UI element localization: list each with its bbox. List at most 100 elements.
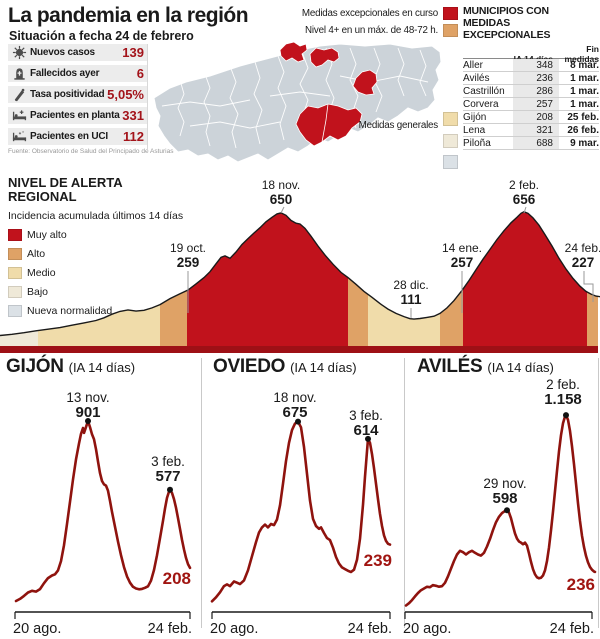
annotation-date: 18 nov.: [262, 178, 300, 192]
legend-general-swatch-medio: [443, 112, 458, 126]
cell-fin: 26 feb.: [567, 124, 599, 136]
stat-label: Pacientes en planta: [30, 110, 120, 121]
city-subtitle: (IA 14 días): [487, 360, 554, 375]
legend-general-swatch-nueva: [443, 155, 458, 169]
municipalities-table: IA 14 días Fin medidas Aller 348 8 mar. Av…: [463, 44, 599, 150]
peak-dot: [295, 418, 301, 425]
legend-label: Nueva normalidad: [27, 304, 113, 317]
swatch-bajo: [8, 285, 22, 298]
stat-row-uci: Pacientes en UCI 112: [8, 128, 148, 145]
legend-label: Bajo: [27, 285, 49, 298]
band-muy_alto: [187, 211, 348, 346]
peak-value: 1.158: [544, 391, 582, 408]
test-tube-icon: [8, 87, 30, 102]
peak-dot: [563, 412, 569, 419]
municipality-pilona: [352, 69, 378, 96]
annotation-value: 656: [513, 192, 536, 207]
peak-date: 3 feb.: [151, 454, 185, 469]
peak-date: 2 feb.: [546, 377, 580, 392]
chart-title-gijon: GIJÓN (IA 14 días): [6, 356, 135, 378]
axis-label-end: 24 feb.: [550, 621, 594, 637]
stat-row-planta: Pacientes en planta 331: [8, 107, 148, 124]
axis-label-start: 20 ago.: [13, 621, 61, 637]
table-row: Piloña 688 9 mar.: [463, 137, 599, 150]
axis-label-end: 24 feb.: [148, 621, 192, 637]
legend-item-medio: Medio: [8, 266, 112, 279]
aviles-latest-value: 236: [567, 575, 595, 594]
legend-level4-label: Nivel 4+ en un máx. de 48-72 h.: [305, 25, 438, 36]
legend-label: Muy alto: [27, 228, 67, 241]
city-subtitle: (IA 14 días): [290, 360, 357, 375]
peak-dot: [504, 507, 510, 514]
gijon-latest-value: 208: [163, 569, 191, 588]
annotation-tick: [280, 206, 285, 214]
annotation-tick: [523, 206, 527, 214]
axis-label-start: 20 ago.: [403, 621, 451, 637]
cell-name: Avilés: [463, 72, 490, 84]
city-name: OVIEDO: [213, 356, 286, 377]
city-name: AVILÉS: [417, 356, 483, 377]
cell-name: Castrillón: [463, 85, 505, 97]
peak-dot: [167, 486, 173, 493]
hospital-bed-icon: [8, 108, 30, 123]
stat-row-positividad: Tasa positividad 5,05%: [8, 86, 148, 103]
table-title: MUNICIPIOS CON MEDIDAS EXCEPCIONALES: [463, 5, 551, 42]
municipality-aviles-cluster: [279, 41, 308, 63]
regional-subtitle: Incidencia acumulada últimos 14 días: [8, 210, 184, 222]
stat-row-fallecidos: Fallecidos ayer 6: [8, 65, 148, 82]
legend-label: Medio: [27, 266, 56, 279]
stat-value: 5,05%: [107, 87, 144, 102]
peak-date: 29 nov.: [483, 476, 526, 491]
annotation-value: 650: [270, 192, 293, 207]
annotation-tick: [583, 271, 594, 302]
vertical-divider: [147, 44, 148, 152]
axis-label-start: 20 ago.: [210, 621, 258, 637]
stat-label: Tasa positividad: [30, 89, 105, 100]
oviedo-series-line: [210, 420, 392, 603]
legend-item-nueva-normalidad: Nueva normalidad: [8, 304, 112, 317]
virus-icon: [8, 45, 30, 60]
peak-value: 614: [353, 422, 379, 439]
lena-aller-border: [321, 103, 329, 143]
stat-label: Nuevos casos: [30, 47, 95, 58]
stats-panel: Nuevos casos 139 Fallecidos ayer 6 Tasa …: [8, 44, 148, 145]
stat-label: Fallecidos ayer: [30, 68, 100, 79]
annotation-date: 24 feb.: [565, 241, 600, 255]
legend-general-label: Medidas generales: [358, 120, 439, 131]
legend-level4-swatch: [443, 24, 458, 37]
table-header: IA 14 días Fin medidas: [463, 44, 599, 64]
cell-name: Aller: [463, 59, 484, 71]
table-row: Lena 321 26 feb.: [463, 124, 599, 137]
cell-ia: 208: [513, 111, 559, 123]
legend-item-bajo: Bajo: [8, 285, 112, 298]
cell-fin: 1 mar.: [570, 98, 599, 110]
municipality-gijon: [309, 47, 340, 68]
cell-ia: 321: [513, 124, 559, 136]
annotation-value: 257: [451, 255, 474, 270]
chart-title-oviedo: OVIEDO (IA 14 días): [213, 356, 357, 378]
cell-name: Piloña: [463, 137, 491, 149]
peak-value: 675: [282, 404, 307, 421]
swatch-alto: [8, 247, 22, 260]
swatch-nueva-normalidad: [8, 304, 22, 317]
cell-name: Lena: [463, 124, 486, 136]
table-row: Corvera 257 1 mar.: [463, 98, 599, 111]
annotation-date: 28 dic.: [393, 278, 428, 292]
regional-title-line1: NIVEL DE ALERTA: [8, 175, 123, 190]
peak-date: 3 feb.: [349, 408, 383, 423]
band-alto: [348, 211, 368, 346]
cell-fin: 1 mar.: [570, 72, 599, 84]
peak-dot: [85, 418, 91, 424]
legend-general-swatch-bajo: [443, 134, 458, 148]
legend-item-alto: Alto: [8, 247, 112, 260]
regional-title-line2: REGIONAL: [8, 189, 77, 205]
cell-name: Corvera: [463, 98, 499, 110]
peak-date: 18 nov.: [273, 390, 316, 405]
annotation-date: 19 oct.: [170, 241, 206, 255]
stat-value: 331: [122, 108, 144, 123]
annotation-value: 111: [400, 292, 422, 307]
page-title: La pandemia en la región: [8, 4, 249, 27]
tombstone-icon: [8, 66, 30, 81]
swatch-medio: [8, 266, 22, 279]
